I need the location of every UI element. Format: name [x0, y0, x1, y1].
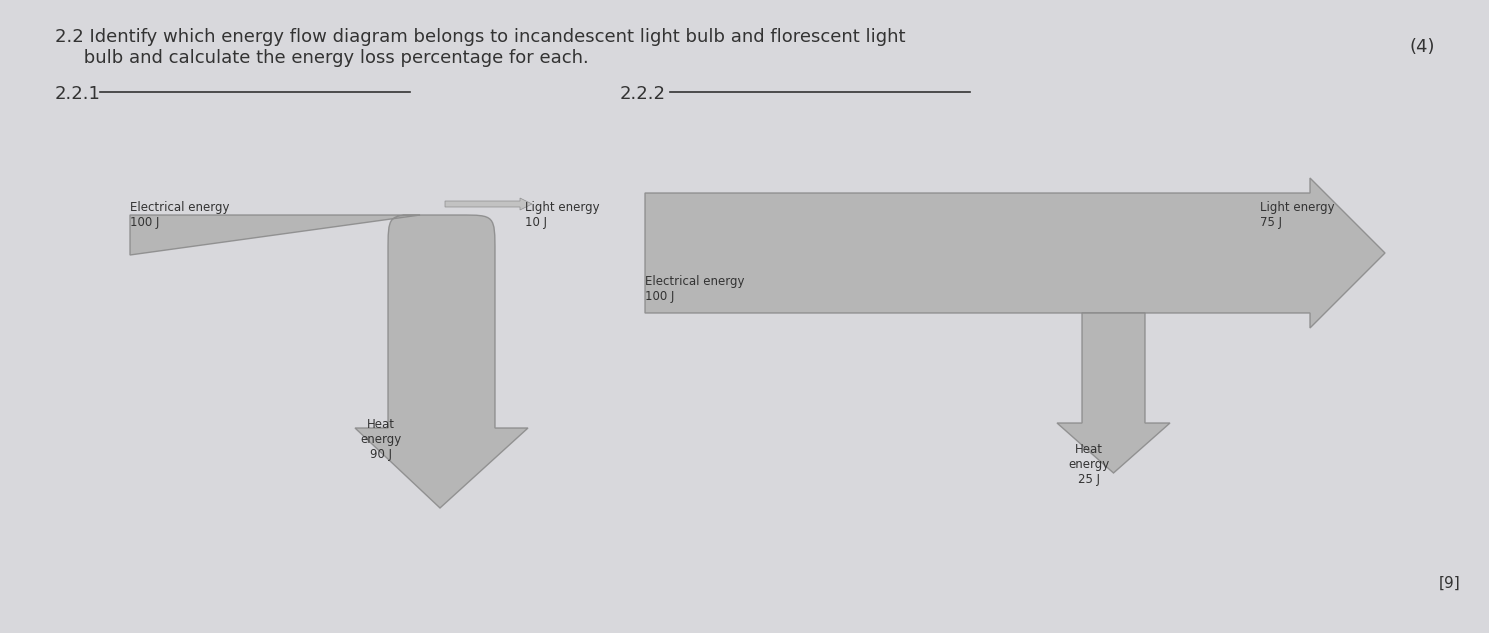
Text: Heat
energy
25 J: Heat energy 25 J [1068, 443, 1109, 486]
Text: (4): (4) [1410, 38, 1435, 56]
Text: 2.2.2: 2.2.2 [619, 85, 666, 103]
Text: Light energy
10 J: Light energy 10 J [526, 201, 600, 229]
Text: 2.2.1: 2.2.1 [55, 85, 101, 103]
PathPatch shape [645, 178, 1385, 328]
Text: Electrical energy
100 J: Electrical energy 100 J [645, 275, 744, 303]
Polygon shape [445, 198, 532, 210]
Text: 2.2 Identify which energy flow diagram belongs to incandescent light bulb and fl: 2.2 Identify which energy flow diagram b… [55, 28, 905, 67]
PathPatch shape [1057, 313, 1170, 473]
Text: [9]: [9] [1438, 576, 1461, 591]
Text: Electrical energy
100 J: Electrical energy 100 J [130, 201, 229, 229]
Text: Light energy
75 J: Light energy 75 J [1260, 201, 1334, 229]
Text: Heat
energy
90 J: Heat energy 90 J [360, 418, 401, 461]
PathPatch shape [130, 215, 529, 508]
